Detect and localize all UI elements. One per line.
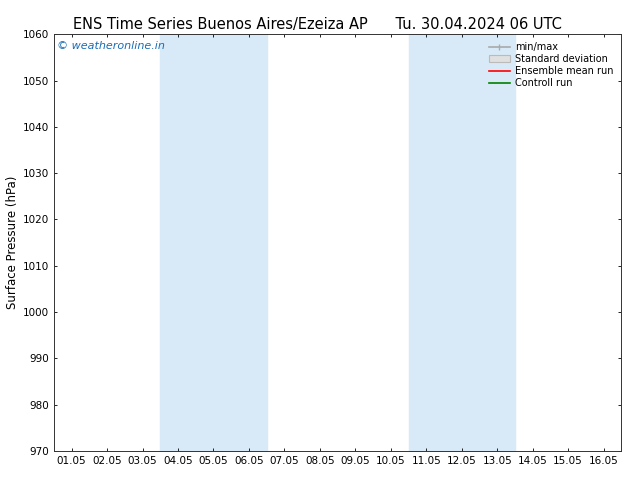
Bar [160, 34, 267, 451]
Text: ENS Time Series Buenos Aires/Ezeiza AP      Tu. 30.04.2024 06 UTC: ENS Time Series Buenos Aires/Ezeiza AP T… [72, 17, 562, 32]
Bar [408, 34, 515, 451]
Legend: min/max, Standard deviation, Ensemble mean run, Controll run: min/max, Standard deviation, Ensemble me… [486, 39, 616, 91]
Y-axis label: Surface Pressure (hPa): Surface Pressure (hPa) [6, 176, 18, 309]
Text: © weatheronline.in: © weatheronline.in [56, 41, 165, 50]
